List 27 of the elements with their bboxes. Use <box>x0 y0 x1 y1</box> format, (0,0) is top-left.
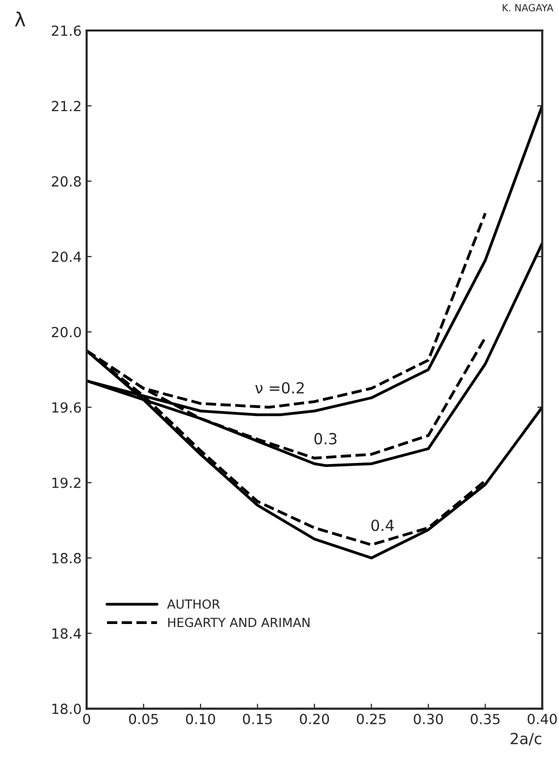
y-tick-label: 20.4 <box>52 252 82 262</box>
text: K. NAGAYA <box>502 4 554 12</box>
x-tick-label: 0.05 <box>129 714 158 724</box>
y-tick-label: 18.8 <box>52 552 81 564</box>
x-tick-label: 0.10 <box>186 714 216 724</box>
x-tick-label: 0.30 <box>414 714 443 724</box>
y-tick-label: 18.0 <box>52 704 81 714</box>
x-tick-label: 0 <box>83 714 90 724</box>
legend-label: HEGARTY AND ARIMAN <box>168 618 310 628</box>
annotation: ν =0.2 <box>255 382 304 394</box>
x-axis-title: 2a/c <box>510 732 542 746</box>
legend-label: AUTHOR <box>167 599 220 609</box>
x-tick-label: 0.20 <box>300 714 329 724</box>
annotation: 0.4 <box>371 520 394 532</box>
x-tick-label: 0.15 <box>242 714 272 724</box>
x-tick-label: 0.25 <box>356 714 386 724</box>
y-tick-label: 21.6 <box>52 25 81 36</box>
y-axis-title: λ <box>14 12 26 26</box>
y-tick-label: 21.2 <box>52 100 80 112</box>
x-tick-label: 0.35 <box>470 714 500 724</box>
y-tick-label: 19.2 <box>52 478 80 488</box>
x-tick-label: 0.40 <box>528 714 557 724</box>
annotation: 0.3 <box>314 432 336 444</box>
y-tick-label: 20.8 <box>52 176 81 187</box>
y-tick-label: 20.0 <box>52 326 81 338</box>
y-tick-label: 18.4 <box>52 628 82 639</box>
y-tick-label: 19.6 <box>52 402 81 413</box>
